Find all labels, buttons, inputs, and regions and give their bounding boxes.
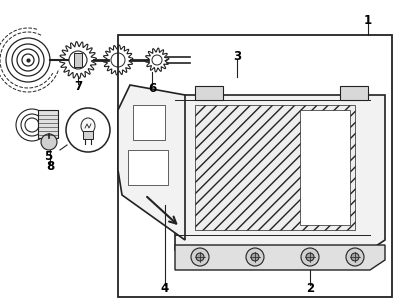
Text: 8: 8 <box>46 160 54 174</box>
Text: 6: 6 <box>148 82 156 95</box>
Text: 4: 4 <box>161 282 169 295</box>
Polygon shape <box>133 105 165 140</box>
Text: 5: 5 <box>44 150 52 163</box>
Polygon shape <box>118 85 185 240</box>
Polygon shape <box>300 110 350 225</box>
Circle shape <box>306 253 314 261</box>
Circle shape <box>246 248 264 266</box>
Ellipse shape <box>81 118 95 134</box>
Text: 1: 1 <box>364 13 372 27</box>
Polygon shape <box>195 105 355 230</box>
Polygon shape <box>175 95 385 250</box>
Circle shape <box>351 253 359 261</box>
Polygon shape <box>128 150 168 185</box>
Text: 2: 2 <box>306 282 314 295</box>
Circle shape <box>346 248 364 266</box>
Bar <box>340 86 368 100</box>
Circle shape <box>66 108 110 152</box>
Bar <box>83 131 93 139</box>
Bar <box>38 110 58 138</box>
Circle shape <box>191 248 209 266</box>
Circle shape <box>251 253 259 261</box>
Circle shape <box>301 248 319 266</box>
Circle shape <box>196 253 204 261</box>
Circle shape <box>41 134 57 150</box>
Bar <box>195 86 223 100</box>
Polygon shape <box>175 245 385 270</box>
Bar <box>74 53 82 67</box>
Text: 7: 7 <box>74 81 82 94</box>
Bar <box>118 35 392 297</box>
Text: 3: 3 <box>233 51 241 63</box>
